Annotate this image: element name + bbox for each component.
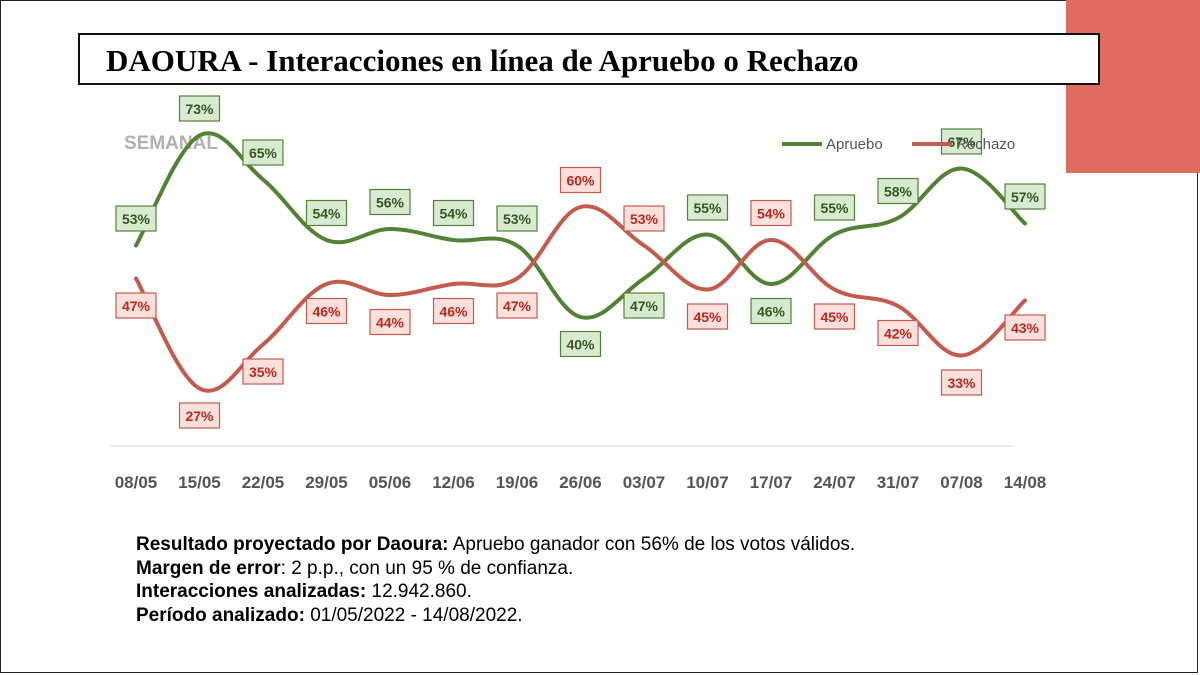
data-label-rechazo: 54% [757, 206, 786, 222]
data-label-box-apruebo [496, 205, 538, 232]
data-label-box-apruebo [432, 199, 475, 227]
data-label-apruebo: 53% [122, 211, 151, 227]
data-label-apruebo: 40% [566, 337, 595, 353]
data-label-box-apruebo [559, 330, 602, 358]
data-label-apruebo: 57% [1011, 189, 1040, 205]
data-label-rechazo: 60% [566, 173, 595, 189]
data-label-box-apruebo [813, 194, 856, 221]
data-label-box-rechazo [750, 199, 792, 227]
x-tick-label: 14/08 [1004, 473, 1047, 492]
chart-subtitle: SEMANAL [124, 133, 218, 154]
data-label-box-rechazo [940, 369, 983, 396]
x-tick-label: 03/07 [623, 473, 666, 492]
data-label-box-rechazo [305, 297, 348, 325]
data-label-apruebo: 53% [503, 211, 532, 227]
data-label-box-rechazo [559, 166, 602, 194]
data-label-box-rechazo [432, 297, 475, 325]
data-label-box-rechazo [877, 319, 919, 347]
data-label-box-apruebo [940, 128, 983, 155]
x-tick-label: 29/05 [305, 473, 348, 492]
data-label-apruebo: 65% [249, 145, 278, 161]
accent-block [1066, 0, 1200, 173]
data-label-rechazo: 46% [312, 304, 341, 320]
x-tick-label: 19/06 [496, 473, 539, 492]
data-label-rechazo: 44% [376, 315, 405, 331]
data-label-rechazo: 46% [439, 304, 468, 320]
data-label-box-apruebo [242, 139, 284, 166]
data-label-rechazo: 47% [122, 298, 151, 314]
series-line-rechazo [134, 204, 1027, 393]
data-label-box-apruebo [686, 194, 729, 221]
data-label-box-rechazo [1004, 314, 1046, 341]
data-label-box-apruebo [305, 199, 348, 227]
data-label-box-apruebo [877, 177, 919, 205]
series-line-apruebo [134, 131, 1027, 320]
data-label-box-rechazo [115, 292, 157, 319]
data-label-rechazo: 45% [820, 309, 849, 325]
data-label-apruebo: 56% [376, 195, 405, 211]
data-label-apruebo: 54% [312, 206, 341, 222]
title-box: DAOURA - Interacciones en línea de Aprue… [78, 33, 1100, 85]
footer-line-margen: Margen de error: 2 p.p., con un 95 % de … [136, 557, 574, 579]
data-label-apruebo: 55% [693, 200, 722, 216]
data-label-box-rechazo [686, 303, 729, 330]
footer-notes: Resultado proyectado por Daoura: Apruebo… [136, 533, 855, 627]
data-label-apruebo: 73% [185, 101, 214, 117]
footer-line-periodo: Período analizado: 01/05/2022 - 14/08/20… [136, 604, 523, 626]
x-tick-label: 22/05 [242, 473, 285, 492]
data-label-box-apruebo [750, 297, 792, 325]
data-label-apruebo: 46% [757, 304, 786, 320]
data-label-rechazo: 43% [1011, 320, 1040, 336]
data-label-box-rechazo [369, 308, 411, 336]
footer-line-resultado: Resultado proyectado por Daoura: Apruebo… [136, 534, 856, 555]
x-tick-label: 05/06 [369, 473, 412, 492]
data-label-apruebo: 54% [439, 206, 468, 222]
x-tick-label: 24/07 [813, 473, 856, 492]
x-tick-label: 26/06 [559, 473, 602, 492]
x-tick-label: 17/07 [750, 473, 793, 492]
data-label-box-rechazo [178, 402, 221, 429]
data-label-apruebo: 47% [630, 298, 659, 314]
legend-label-apruebo: Apruebo [826, 136, 883, 153]
data-label-box-apruebo [178, 95, 221, 122]
x-tick-label: 31/07 [877, 473, 920, 492]
data-label-box-apruebo [623, 292, 665, 319]
data-label-rechazo: 33% [947, 375, 976, 391]
footer-line-interacciones: Interacciones analizadas: 12.942.860. [136, 581, 472, 602]
data-label-box-rechazo [496, 292, 538, 319]
data-label-rechazo: 42% [884, 326, 913, 342]
x-tick-label: 07/08 [940, 473, 983, 492]
x-tick-label: 15/05 [178, 473, 221, 492]
data-label-rechazo: 53% [630, 211, 659, 227]
data-label-rechazo: 35% [249, 364, 278, 380]
x-tick-label: 10/07 [686, 473, 729, 492]
data-label-apruebo: 58% [884, 184, 913, 200]
data-label-apruebo: 67% [947, 134, 976, 150]
data-label-box-apruebo [369, 188, 411, 216]
data-label-box-apruebo [115, 205, 157, 232]
data-label-box-apruebo [1004, 183, 1046, 210]
data-label-rechazo: 27% [185, 408, 214, 424]
data-label-box-rechazo [623, 205, 665, 232]
data-label-rechazo: 47% [503, 298, 532, 314]
data-label-box-rechazo [813, 303, 856, 330]
page-title: DAOURA - Interacciones en línea de Aprue… [106, 43, 859, 78]
data-label-box-rechazo [242, 358, 284, 385]
data-label-apruebo: 55% [820, 200, 849, 216]
x-tick-label: 12/06 [432, 473, 475, 492]
data-label-rechazo: 45% [693, 309, 722, 325]
x-tick-label: 08/05 [115, 473, 158, 492]
legend-label-rechazo: Rechazo [956, 136, 1015, 153]
